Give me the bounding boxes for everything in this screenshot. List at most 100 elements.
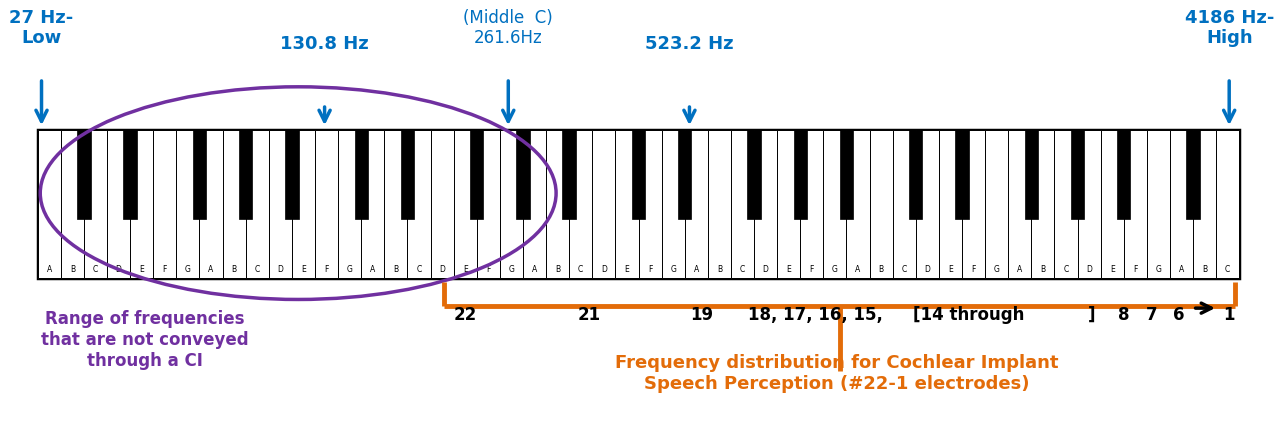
Bar	[708, 130, 731, 278]
Text: C: C	[1064, 265, 1069, 274]
Text: 1: 1	[1224, 306, 1235, 324]
Text: F: F	[1133, 265, 1138, 274]
Bar	[1193, 130, 1216, 278]
Bar	[685, 130, 708, 278]
Bar	[639, 130, 662, 278]
Bar	[1170, 130, 1193, 278]
Text: B: B	[878, 265, 883, 274]
Text: D: D	[278, 265, 283, 274]
Text: 7: 7	[1146, 306, 1157, 324]
Text: A: A	[694, 265, 699, 274]
Bar	[1101, 130, 1124, 278]
Bar	[1009, 130, 1032, 278]
Bar	[476, 130, 500, 278]
Text: E: E	[301, 265, 306, 274]
Bar	[500, 130, 524, 278]
Bar	[794, 130, 806, 219]
Text: F: F	[324, 265, 329, 274]
Text: 22: 22	[454, 306, 477, 324]
Text: A: A	[855, 265, 860, 274]
Bar	[1032, 130, 1055, 278]
Bar	[892, 130, 915, 278]
Text: F: F	[972, 265, 975, 274]
Text: F: F	[163, 265, 166, 274]
Bar	[678, 130, 691, 219]
Text: A: A	[370, 265, 375, 274]
Text: D: D	[115, 265, 122, 274]
Text: B: B	[717, 265, 722, 274]
Bar	[384, 130, 407, 278]
Bar	[846, 130, 869, 278]
Text: D: D	[763, 265, 768, 274]
Bar	[470, 130, 484, 219]
Text: E: E	[140, 265, 145, 274]
Text: A: A	[1018, 265, 1023, 274]
Bar	[1078, 130, 1101, 278]
Bar	[1024, 130, 1038, 219]
Bar	[108, 130, 131, 278]
Bar	[193, 130, 206, 219]
Text: [14 through: [14 through	[913, 306, 1024, 324]
Bar	[77, 130, 91, 219]
Bar	[562, 130, 576, 219]
Bar	[662, 130, 685, 278]
Bar	[1124, 130, 1147, 278]
Text: F: F	[648, 265, 653, 274]
Text: E: E	[625, 265, 630, 274]
Text: D: D	[600, 265, 607, 274]
Bar	[1147, 130, 1170, 278]
Bar	[123, 130, 137, 219]
Bar	[524, 130, 547, 278]
Bar	[177, 130, 200, 278]
Bar	[361, 130, 384, 278]
Bar	[407, 130, 430, 278]
Bar	[963, 130, 986, 278]
Bar	[516, 130, 530, 219]
Bar	[239, 130, 252, 219]
Bar	[285, 130, 298, 219]
Text: C: C	[93, 265, 99, 274]
Text: A: A	[209, 265, 214, 274]
Text: C: C	[416, 265, 421, 274]
Bar	[401, 130, 415, 219]
Text: C: C	[1225, 265, 1230, 274]
Text: A: A	[532, 265, 538, 274]
Bar	[909, 130, 923, 219]
Bar	[246, 130, 269, 278]
Text: 6: 6	[1172, 306, 1184, 324]
Text: B: B	[393, 265, 398, 274]
Bar	[800, 130, 823, 278]
Bar	[223, 130, 246, 278]
Bar	[1117, 130, 1130, 219]
Text: C: C	[740, 265, 745, 274]
Bar	[269, 130, 292, 278]
Text: G: G	[1156, 265, 1161, 274]
Bar	[632, 130, 645, 219]
Text: C: C	[579, 265, 584, 274]
Text: G: G	[993, 265, 1000, 274]
Bar	[355, 130, 367, 219]
Text: 4186 Hz-
High: 4186 Hz- High	[1184, 9, 1274, 47]
Bar	[1071, 130, 1084, 219]
Text: 18, 17, 16, 15,: 18, 17, 16, 15,	[748, 306, 883, 324]
Text: 21: 21	[577, 306, 600, 324]
Text: D: D	[1087, 265, 1092, 274]
Bar	[986, 130, 1009, 278]
Text: 130.8 Hz: 130.8 Hz	[280, 35, 369, 53]
Text: E: E	[463, 265, 467, 274]
Text: A: A	[1179, 265, 1184, 274]
Text: B: B	[556, 265, 561, 274]
Bar	[777, 130, 800, 278]
Text: 8: 8	[1117, 306, 1129, 324]
Text: F: F	[810, 265, 814, 274]
Bar	[84, 130, 108, 278]
Bar	[955, 130, 969, 219]
Text: B: B	[1202, 265, 1207, 274]
Bar	[823, 130, 846, 278]
Bar	[593, 130, 616, 278]
Text: G: G	[186, 265, 191, 274]
Bar	[731, 130, 754, 278]
Text: ]: ]	[1088, 306, 1096, 324]
Text: Range of frequencies
that are not conveyed
through a CI: Range of frequencies that are not convey…	[41, 310, 248, 370]
Text: E: E	[1110, 265, 1115, 274]
